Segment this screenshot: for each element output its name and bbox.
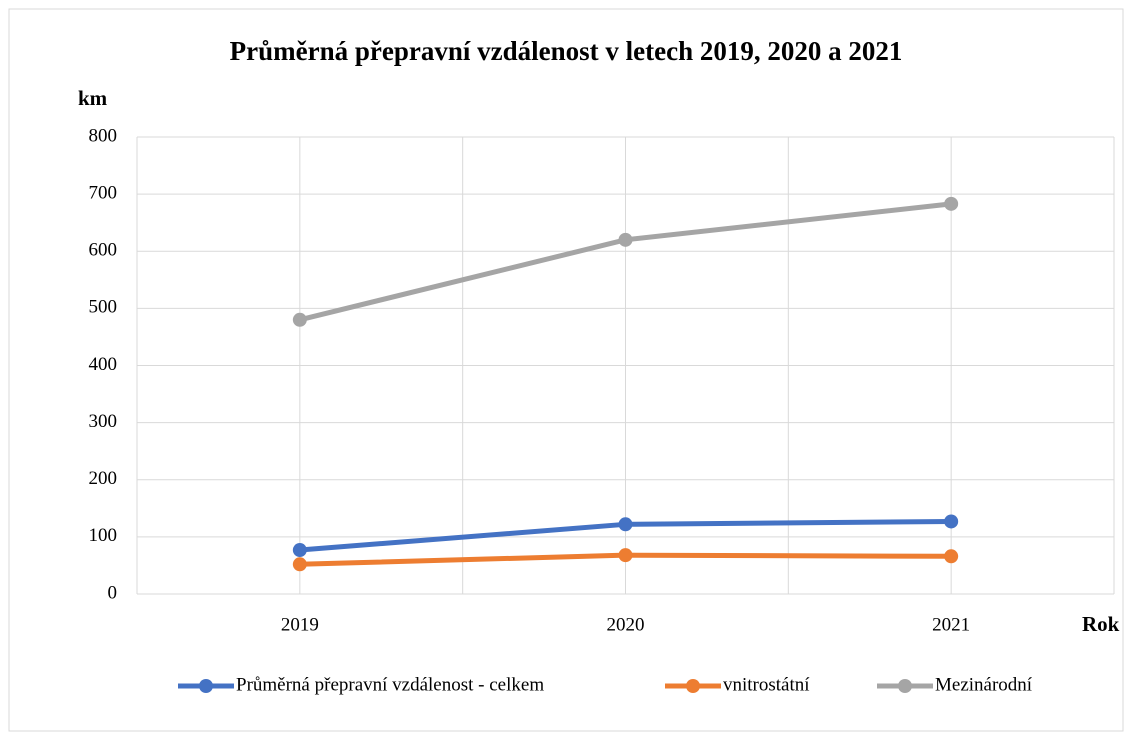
legend-label: Průměrná přepravní vzdálenost - celkem <box>236 674 544 695</box>
y-tick-label: 500 <box>89 297 118 318</box>
point <box>944 196 959 211</box>
legend-label: vnitrostátní <box>723 674 810 695</box>
y-tick-label: 0 <box>108 582 118 603</box>
point <box>292 543 307 558</box>
y-tick-label: 800 <box>89 125 118 146</box>
y-tick-label: 100 <box>89 525 118 546</box>
y-axis-label: km <box>78 86 108 110</box>
x-tick-label: 2019 <box>281 614 319 635</box>
point <box>618 517 633 532</box>
legend-marker <box>686 679 700 693</box>
point <box>618 232 633 247</box>
point <box>944 549 959 564</box>
x-axis-label: Rok <box>1082 612 1120 636</box>
y-tick-label: 300 <box>89 411 118 432</box>
legend-label: Mezinárodní <box>935 674 1033 695</box>
y-tick-label: 700 <box>89 182 118 203</box>
y-tick-label: 600 <box>89 240 118 261</box>
point <box>292 557 307 572</box>
point <box>292 312 307 327</box>
legend-marker <box>898 679 912 693</box>
x-tick-label: 2021 <box>932 614 970 635</box>
x-tick-label: 2020 <box>607 614 645 635</box>
point <box>618 548 633 563</box>
legend-marker <box>199 679 213 693</box>
chart-border <box>8 8 1124 732</box>
point <box>944 514 959 529</box>
chart-title: Průměrná přepravní vzdálenost v letech 2… <box>230 36 903 66</box>
y-tick-label: 200 <box>89 468 118 489</box>
y-tick-label: 400 <box>89 354 118 375</box>
